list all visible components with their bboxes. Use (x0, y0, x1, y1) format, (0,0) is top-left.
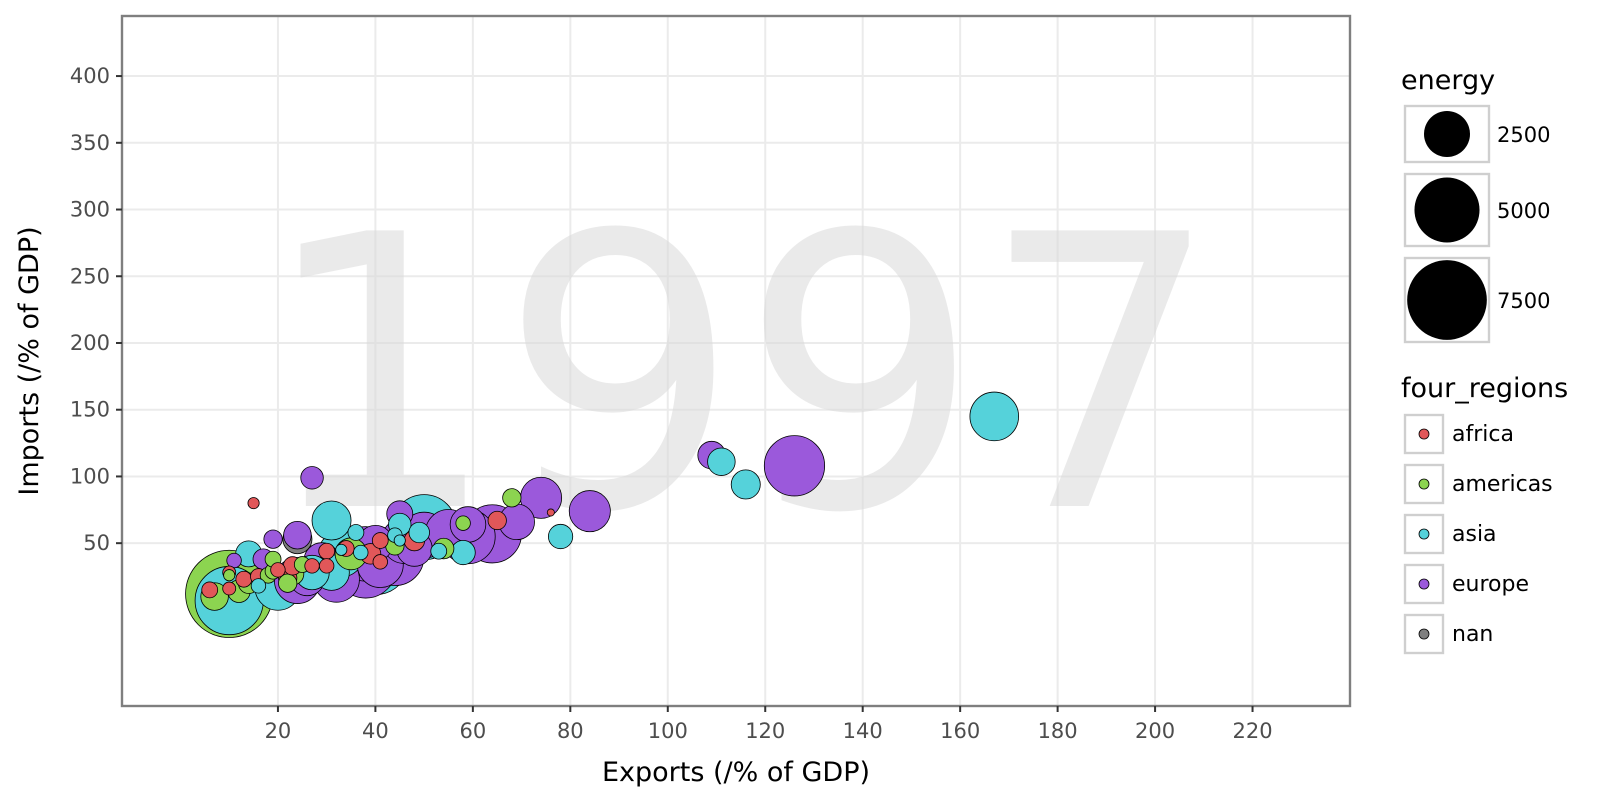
color-legend-swatch-nan (1418, 628, 1430, 640)
size-legend-label: 7500 (1497, 289, 1550, 313)
data-point-europe (263, 529, 283, 549)
data-point-asia (707, 447, 736, 476)
color-legend-key (1403, 613, 1445, 655)
size-legend-label: 5000 (1497, 199, 1550, 223)
data-point-africa (235, 570, 253, 588)
x-tick-label: 140 (843, 719, 883, 743)
color-legend-key (1403, 463, 1445, 505)
data-point-americas (502, 488, 522, 508)
data-points (185, 391, 1020, 638)
data-point-africa (318, 558, 335, 574)
x-tick-label: 120 (745, 719, 785, 743)
x-tick-label: 80 (557, 719, 584, 743)
color-legend-swatch-americas (1418, 478, 1430, 490)
y-tick-label: 300 (70, 198, 110, 222)
data-point-africa (201, 581, 219, 599)
data-point-africa (372, 554, 388, 570)
grid-lines (122, 16, 1350, 706)
color-legend-label: europe (1452, 572, 1529, 597)
color-legend-swatch-europe (1418, 578, 1430, 590)
size-legend-swatch (1414, 177, 1480, 243)
y-tick-label: 150 (70, 398, 110, 422)
data-point-africa (304, 558, 320, 574)
data-point-africa (546, 508, 555, 517)
x-tick-label: 160 (940, 719, 980, 743)
data-point-europe (568, 490, 611, 533)
data-point-asia (311, 500, 352, 541)
data-point-asia (430, 542, 448, 560)
y-tick-label: 100 (70, 464, 110, 488)
x-tick-label: 220 (1232, 719, 1272, 743)
data-point-asia (353, 544, 369, 561)
x-tick-label: 100 (648, 719, 688, 743)
plot-border (120, 14, 1352, 708)
color-legend-label: asia (1452, 522, 1497, 547)
data-point-asia (393, 534, 406, 547)
axis-ticks: 20 40 60 80 100 120 140 160 180 200 220 50 100 150 200… (70, 64, 1273, 743)
size-legend-swatch (1424, 111, 1470, 157)
color-legend: four_regions africa americas asia europe nan (1401, 373, 1568, 655)
y-tick-label: 50 (83, 531, 110, 555)
data-point-europe (300, 466, 324, 490)
data-point-europe (283, 520, 312, 550)
color-legend-label: americas (1452, 472, 1553, 497)
x-tick-label: 20 (265, 719, 292, 743)
data-point-asia (548, 523, 574, 550)
x-axis-label: Exports (/% of GDP) (602, 757, 870, 788)
data-point-africa (371, 532, 389, 549)
color-legend-label: africa (1452, 422, 1514, 447)
y-tick-label: 250 (70, 264, 110, 288)
x-tick-label: 40 (362, 719, 389, 743)
data-point-asia (250, 578, 267, 594)
data-point-africa (222, 581, 237, 596)
color-legend-label: nan (1452, 622, 1493, 647)
data-point-europe (226, 552, 242, 569)
x-tick-label: 60 (459, 719, 486, 743)
size-legend: energy 2500 5000 7500 (1401, 65, 1550, 344)
data-point-africa (270, 562, 286, 578)
x-tick-label: 180 (1038, 719, 1078, 743)
data-point-asia (730, 469, 761, 500)
data-point-asia (347, 524, 365, 541)
data-point-africa (318, 542, 336, 560)
y-tick-label: 400 (70, 64, 110, 88)
y-tick-label: 200 (70, 331, 110, 355)
data-point-americas (223, 569, 236, 582)
size-legend-swatch (1407, 260, 1487, 340)
data-point-asia (969, 391, 1020, 442)
y-axis-label: Imports (/% of GDP) (14, 226, 45, 495)
size-legend-title: energy (1401, 65, 1495, 96)
data-point-europe (763, 435, 826, 497)
data-point-asia (408, 521, 430, 544)
data-point-africa (247, 497, 260, 510)
color-legend-title: four_regions (1401, 373, 1568, 404)
data-point-asia (335, 543, 348, 556)
x-tick-label: 200 (1135, 719, 1175, 743)
color-legend-swatch-asia (1418, 528, 1430, 540)
color-legend-swatch-africa (1418, 428, 1430, 440)
data-point-asia (450, 539, 476, 566)
y-tick-label: 350 (70, 131, 110, 155)
size-legend-label: 2500 (1497, 123, 1550, 147)
data-point-americas (455, 515, 471, 531)
data-point-africa (487, 510, 507, 531)
